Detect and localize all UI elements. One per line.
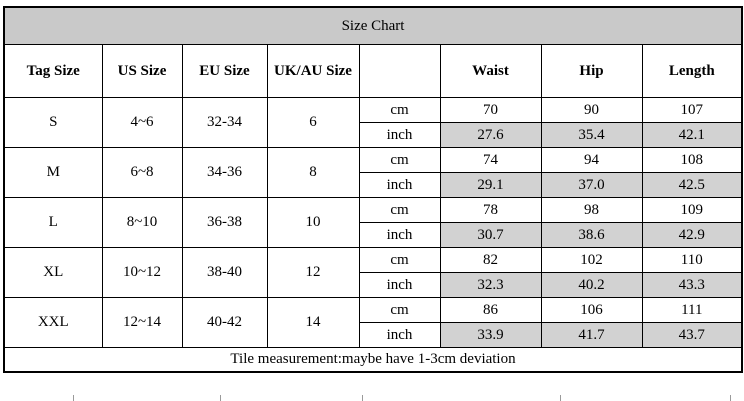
table-row-l-cm: L 8~10 36-38 10 cm 78 98 109 [3, 197, 743, 248]
unit-cell-inch: inch [358, 172, 441, 198]
ukau-size-cell: 8 [266, 147, 360, 198]
hip-cm-cell: 102 [540, 247, 643, 273]
column-header-us-size: US Size [101, 44, 183, 98]
ukau-size-cell: 10 [266, 197, 360, 248]
table-row-xl-inch: inch 32.3 40.2 43.3 [4, 272, 743, 298]
length-cm-cell: 109 [641, 197, 743, 223]
us-size-cell: 12~14 [101, 297, 183, 348]
table-row-xxl-cm: XXL 12~14 40-42 14 cm 86 106 111 [3, 297, 743, 348]
note-row: Tile measurement:maybe have 1-3cm deviat… [3, 347, 743, 373]
size-chart-table: Size Chart Tag Size US Size EU Size UK/A… [3, 6, 744, 373]
header-row: Tag Size US Size EU Size UK/AU Size Wais… [3, 44, 743, 98]
tag-size-cell: M [3, 147, 103, 198]
table-row-xxl-inch: inch 33.9 41.7 43.7 [4, 322, 743, 348]
hip-cm-cell: 90 [540, 97, 643, 123]
hip-inch-cell: 38.6 [540, 222, 643, 248]
title-row: Size Chart [3, 6, 743, 45]
column-header-ukau-size: UK/AU Size [266, 44, 360, 98]
waist-inch-cell: 32.3 [439, 272, 542, 298]
us-size-cell: 8~10 [101, 197, 183, 248]
hip-inch-cell: 41.7 [540, 322, 643, 348]
hip-inch-cell: 35.4 [540, 122, 643, 148]
cutoff-row-tick [730, 395, 731, 401]
column-header-tag-size: Tag Size [3, 44, 103, 98]
eu-size-cell: 40-42 [181, 297, 268, 348]
length-inch-cell: 42.1 [641, 122, 743, 148]
unit-cell-inch: inch [358, 272, 441, 298]
hip-inch-cell: 37.0 [540, 172, 643, 198]
unit-cell-cm: cm [358, 247, 441, 273]
us-size-cell: 6~8 [101, 147, 183, 198]
length-inch-cell: 42.5 [641, 172, 743, 198]
deviation-note: Tile measurement:maybe have 1-3cm deviat… [3, 347, 743, 373]
ukau-size-cell: 12 [266, 247, 360, 298]
unit-cell-inch: inch [358, 122, 441, 148]
length-cm-cell: 110 [641, 247, 743, 273]
unit-cell-cm: cm [358, 97, 441, 123]
table-row-m-inch: inch 29.1 37.0 42.5 [4, 172, 743, 198]
cutoff-row-tick [560, 395, 561, 401]
column-header-eu-size: EU Size [181, 44, 268, 98]
hip-cm-cell: 94 [540, 147, 643, 173]
waist-cm-cell: 74 [439, 147, 542, 173]
column-header-waist: Waist [439, 44, 542, 98]
cutoff-row-tick [220, 395, 221, 401]
unit-cell-inch: inch [358, 322, 441, 348]
eu-size-cell: 32-34 [181, 97, 268, 148]
eu-size-cell: 36-38 [181, 197, 268, 248]
hip-inch-cell: 40.2 [540, 272, 643, 298]
unit-cell-cm: cm [358, 147, 441, 173]
length-cm-cell: 108 [641, 147, 743, 173]
table-row-s-cm: S 4~6 32-34 6 cm 70 90 107 [3, 97, 743, 148]
ukau-size-cell: 14 [266, 297, 360, 348]
column-header-hip: Hip [540, 44, 643, 98]
eu-size-cell: 34-36 [181, 147, 268, 198]
length-inch-cell: 43.7 [641, 322, 743, 348]
table-row-s-inch: inch 27.6 35.4 42.1 [4, 122, 743, 148]
waist-inch-cell: 33.9 [439, 322, 542, 348]
column-header-unit [358, 44, 441, 98]
unit-cell-cm: cm [358, 297, 441, 323]
waist-inch-cell: 30.7 [439, 222, 542, 248]
waist-cm-cell: 70 [439, 97, 542, 123]
unit-cell-inch: inch [358, 222, 441, 248]
cutoff-row-tick [362, 395, 363, 401]
tag-size-cell: XL [3, 247, 103, 298]
ukau-size-cell: 6 [266, 97, 360, 148]
tag-size-cell: S [3, 97, 103, 148]
waist-cm-cell: 82 [439, 247, 542, 273]
us-size-cell: 4~6 [101, 97, 183, 148]
waist-inch-cell: 27.6 [439, 122, 542, 148]
table-row-xl-cm: XL 10~12 38-40 12 cm 82 102 110 [3, 247, 743, 298]
table-row-m-cm: M 6~8 34-36 8 cm 74 94 108 [3, 147, 743, 198]
column-header-length: Length [641, 44, 743, 98]
length-cm-cell: 107 [641, 97, 743, 123]
hip-cm-cell: 106 [540, 297, 643, 323]
waist-inch-cell: 29.1 [439, 172, 542, 198]
page-title: Size Chart [3, 6, 743, 45]
hip-cm-cell: 98 [540, 197, 643, 223]
us-size-cell: 10~12 [101, 247, 183, 298]
tag-size-cell: L [3, 197, 103, 248]
eu-size-cell: 38-40 [181, 247, 268, 298]
cutoff-row-tick [73, 395, 74, 401]
length-inch-cell: 43.3 [641, 272, 743, 298]
unit-cell-cm: cm [358, 197, 441, 223]
tag-size-cell: XXL [3, 297, 103, 348]
length-cm-cell: 111 [641, 297, 743, 323]
length-inch-cell: 42.9 [641, 222, 743, 248]
waist-cm-cell: 86 [439, 297, 542, 323]
table-row-l-inch: inch 30.7 38.6 42.9 [4, 222, 743, 248]
waist-cm-cell: 78 [439, 197, 542, 223]
